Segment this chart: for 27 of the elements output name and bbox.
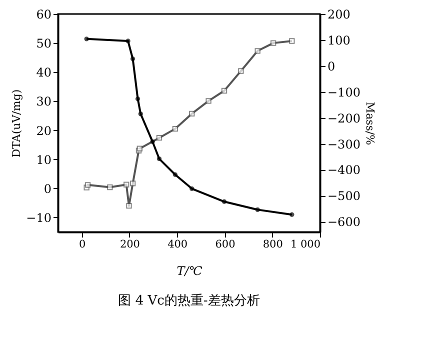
x-tick-label: 1 000 — [290, 238, 320, 250]
y-tick-label: 20 — [36, 124, 52, 138]
y-tick-label: 40 — [36, 66, 52, 80]
x-tick-label: 0 — [78, 238, 86, 250]
y-tick-label: 60 — [36, 8, 52, 22]
y-tick-label: 50 — [36, 36, 52, 51]
x-tick-label: 400 — [168, 238, 188, 250]
y2-tick-label: −200 — [328, 111, 360, 126]
y2-tick-label: −400 — [328, 163, 360, 178]
y-tick-label: 30 — [36, 94, 52, 109]
y-tick-label: 0 — [44, 182, 52, 196]
y2-tick-label: 0 — [328, 59, 336, 74]
y-tick-label: −10 — [26, 210, 52, 225]
y2-tick-label: −600 — [328, 215, 360, 230]
x-tick-label: 600 — [215, 238, 236, 250]
x-tick-label: 200 — [120, 238, 140, 250]
y-axis-title: DTA(uV/mg) — [10, 89, 24, 158]
text: 图 4 Vc的热重-差热分析 — [118, 294, 260, 308]
y2-tick-label: −500 — [328, 189, 360, 204]
x-axis-title: T/℃ — [176, 264, 203, 278]
y2-tick-label: 200 — [328, 8, 350, 22]
y2-axis-title: Mass/% — [363, 102, 376, 146]
y2-tick-label: −300 — [328, 137, 360, 152]
x-tick-label: 800 — [262, 238, 283, 250]
y-tick-label: 10 — [36, 152, 52, 167]
y2-tick-label: −100 — [328, 85, 360, 100]
y2-tick-label: 100 — [328, 33, 350, 48]
